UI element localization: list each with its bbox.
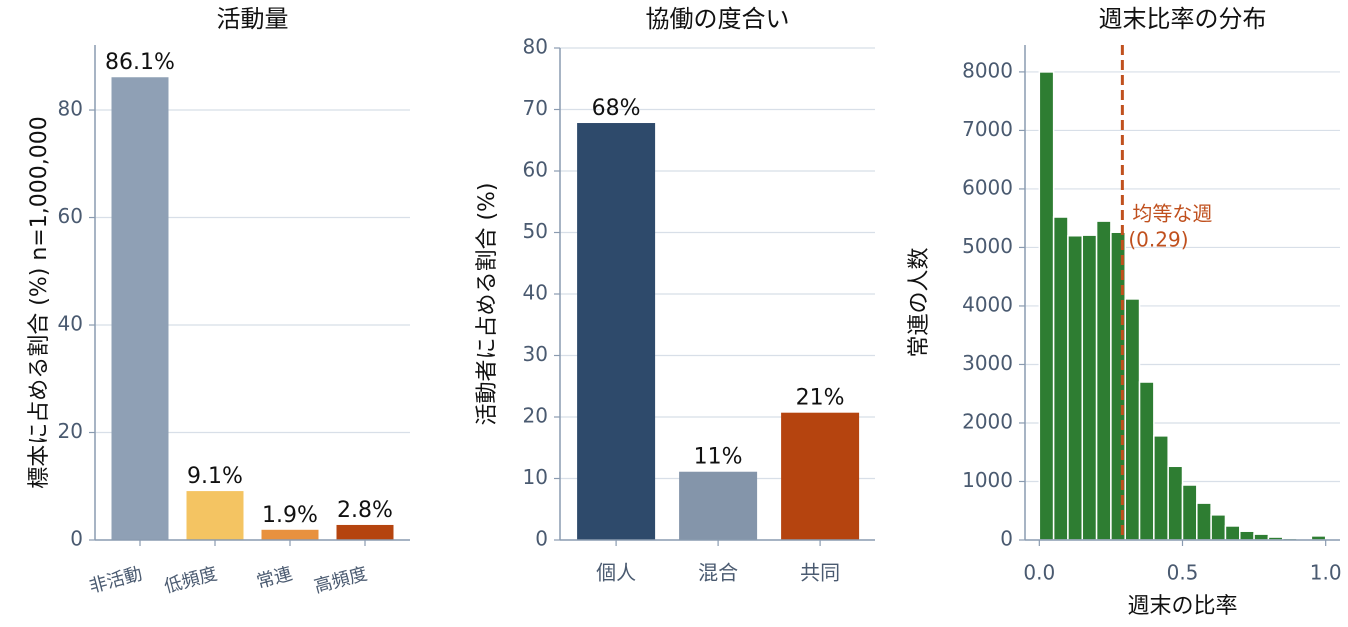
y-axis-label: 常連の人数 — [907, 247, 932, 357]
bar — [261, 529, 319, 540]
y-tick-label: 20 — [58, 419, 83, 443]
x-tick-label: 0.0 — [1023, 561, 1055, 585]
y-tick-label: 4000 — [962, 292, 1013, 316]
y-tick-label: 40 — [58, 312, 83, 336]
value-label: 11% — [694, 445, 743, 470]
value-label: 9.1% — [187, 464, 243, 489]
bar — [336, 524, 394, 540]
x-tick-label: 高頻度 — [312, 563, 370, 597]
reference-label: (0.29) — [1128, 228, 1188, 252]
y-tick-label: 0 — [535, 527, 548, 551]
x-tick-label: 共同 — [800, 561, 840, 585]
y-tick-label: 1000 — [962, 468, 1013, 492]
y-tick-label: 50 — [523, 219, 548, 243]
y-tick-label: 80 — [58, 97, 83, 121]
histogram-bar — [1253, 533, 1270, 541]
y-tick-label: 0 — [70, 527, 83, 551]
histogram-bar — [1181, 484, 1198, 541]
histogram-bar — [1138, 381, 1155, 541]
y-tick-label: 70 — [523, 96, 548, 120]
y-tick-label: 7000 — [962, 117, 1013, 141]
histogram-bar — [1196, 502, 1212, 541]
value-label: 68% — [592, 96, 641, 121]
y-tick-label: 8000 — [962, 58, 1013, 82]
x-tick-label: 常連 — [254, 563, 294, 593]
y-tick-label: 60 — [523, 158, 548, 182]
value-label: 21% — [796, 386, 845, 411]
histogram-bar — [1052, 216, 1069, 541]
bar — [111, 77, 169, 540]
chart-title: 活動量 — [217, 5, 289, 33]
bar — [577, 123, 656, 540]
y-tick-label: 30 — [523, 342, 548, 366]
y-tick-label: 3000 — [962, 351, 1013, 375]
histogram-bar — [1239, 530, 1255, 541]
y-axis-label: 標本に占める割合 (%) n=1,000,000 — [27, 116, 52, 488]
y-tick-label: 20 — [523, 404, 548, 428]
x-tick-label: 非活動 — [87, 563, 145, 597]
x-tick-label: 低頻度 — [162, 563, 220, 597]
y-tick-label: 6000 — [962, 175, 1013, 199]
x-axis-label: 週末の比率 — [1127, 594, 1237, 619]
histogram-bar — [1081, 234, 1098, 541]
x-tick-label: 1.0 — [1310, 561, 1342, 585]
value-label: 86.1% — [105, 50, 175, 75]
y-tick-label: 5000 — [962, 234, 1013, 258]
y-tick-label: 60 — [58, 204, 83, 228]
value-label: 1.9% — [262, 503, 318, 528]
x-tick-label: 個人 — [596, 561, 636, 585]
bar — [186, 491, 244, 540]
y-tick-label: 10 — [523, 465, 548, 489]
chart-title: 週末比率の分布 — [1099, 5, 1267, 33]
histogram-bar — [1067, 234, 1084, 541]
bar — [781, 412, 860, 540]
histogram-bar — [1224, 525, 1241, 541]
y-tick-label: 80 — [523, 35, 548, 59]
y-tick-label: 40 — [523, 281, 548, 305]
chart-title: 協働の度合い — [646, 5, 790, 33]
y-tick-label: 2000 — [962, 409, 1013, 433]
histogram-bar — [1153, 435, 1169, 541]
y-tick-label: 0 — [1000, 527, 1013, 551]
histogram-bar — [1095, 220, 1112, 541]
reference-text: 均等な週 — [1132, 202, 1212, 226]
histogram-bar — [1038, 71, 1055, 541]
bar — [679, 471, 758, 540]
y-axis-label: 活動者に占める割合 (%) — [475, 182, 500, 425]
value-label: 2.8% — [337, 498, 393, 523]
histogram-bar — [1124, 298, 1141, 541]
x-tick-label: 0.5 — [1167, 561, 1199, 585]
x-tick-label: 混合 — [698, 561, 738, 585]
histogram-bar — [1167, 465, 1184, 541]
histogram-bar — [1210, 514, 1227, 541]
